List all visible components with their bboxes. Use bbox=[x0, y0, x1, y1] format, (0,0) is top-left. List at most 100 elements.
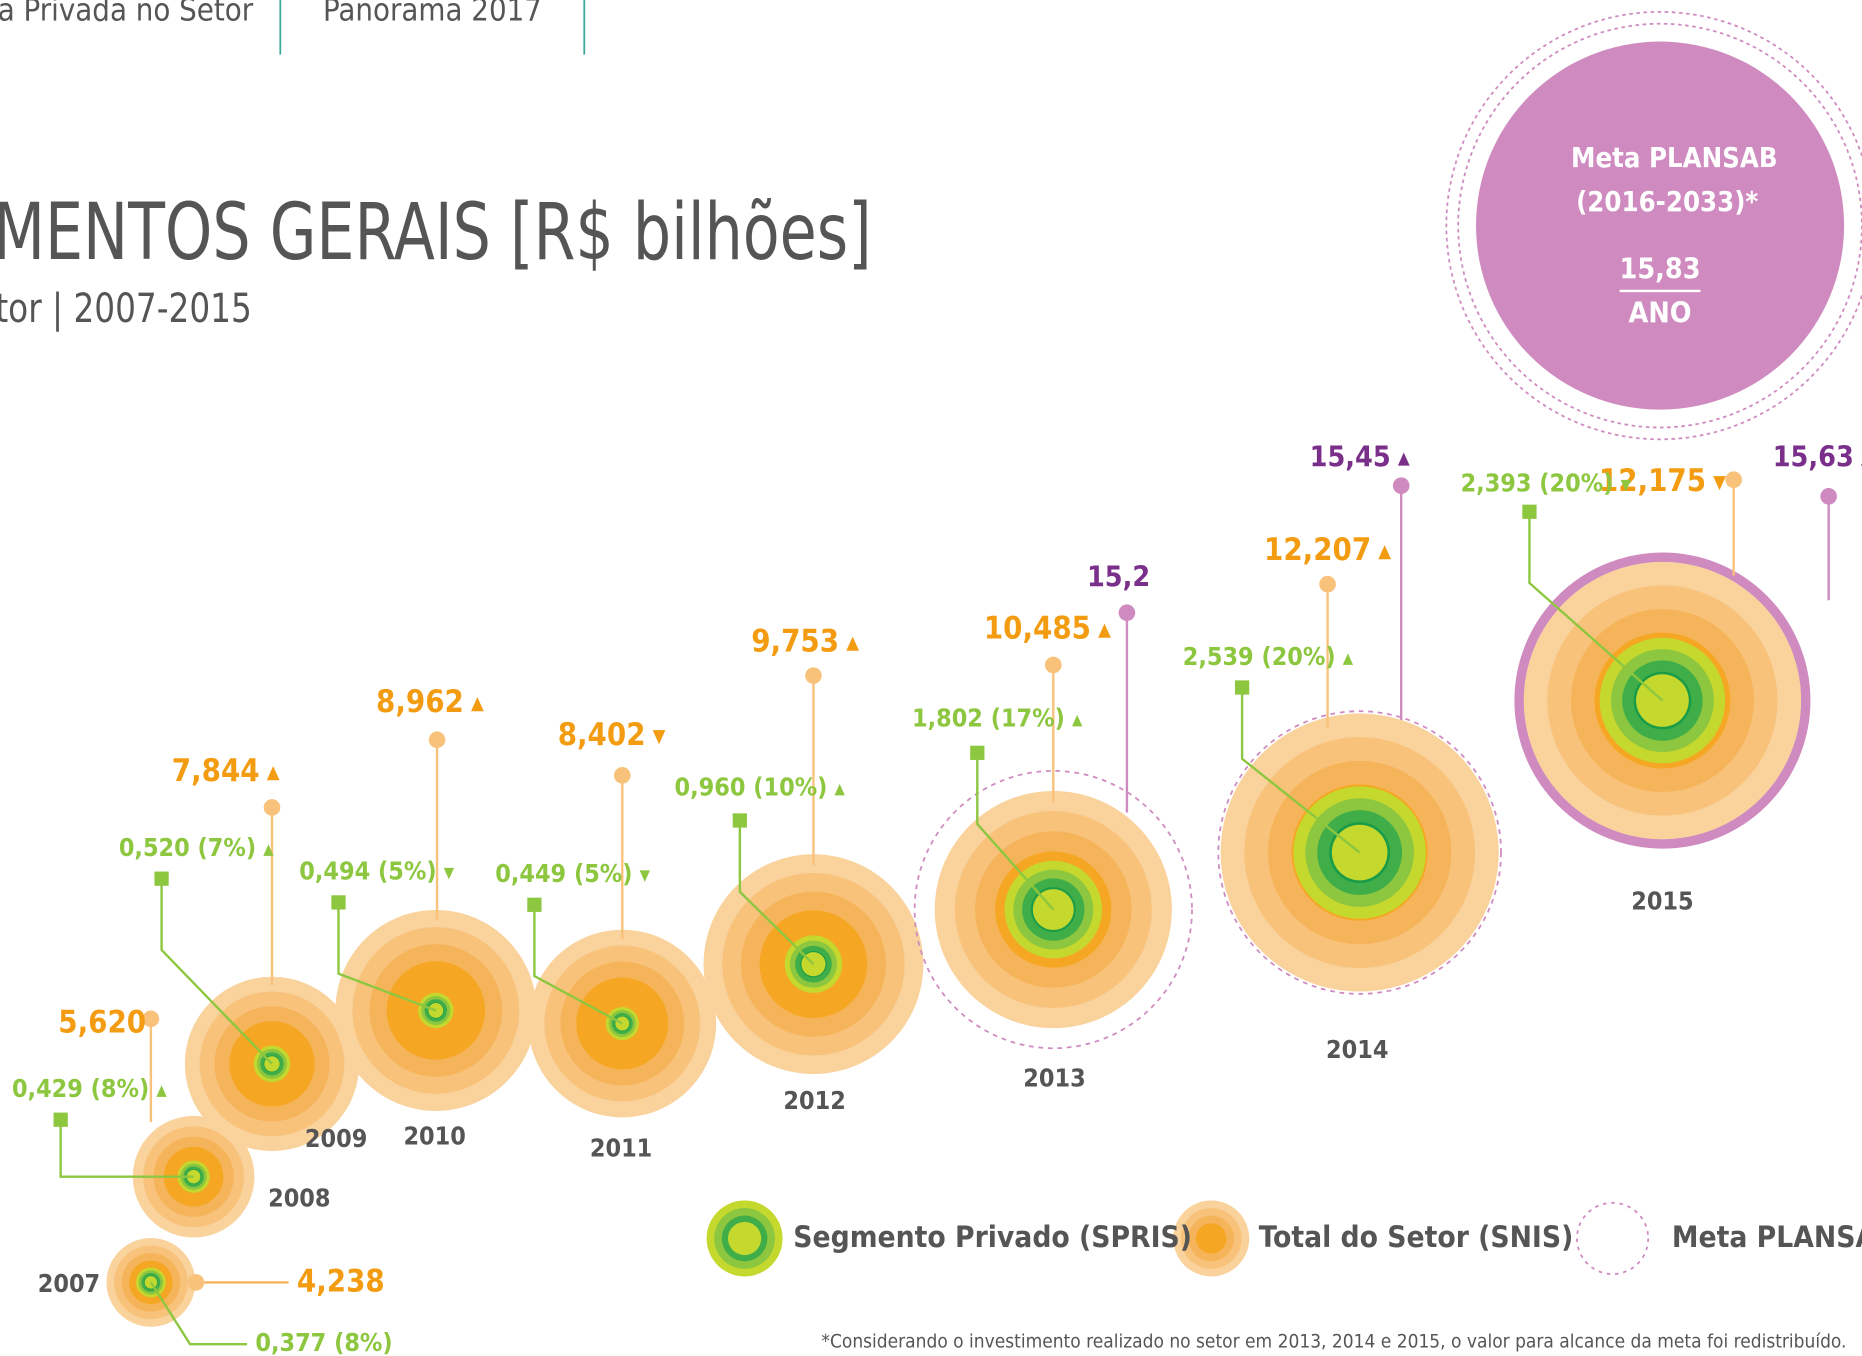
annotation-title-text: Meta PLANSAB (2016-2033)* bbox=[1571, 143, 1778, 218]
year-label: 2007 bbox=[38, 1269, 100, 1298]
data-label-value: 0,449 (5%) bbox=[495, 859, 632, 888]
total-dot bbox=[1725, 471, 1742, 489]
trend-arrow: ▲ bbox=[1343, 648, 1354, 666]
trend-arrow: ▼ bbox=[444, 863, 455, 881]
annotation-circle bbox=[1476, 41, 1845, 410]
data-label-value: 12,207 bbox=[1264, 531, 1371, 567]
chart-subtitle: tor | 2007-2015 bbox=[0, 285, 252, 332]
meta-ring bbox=[1514, 552, 1811, 849]
data-label: 0,429 (8%) ▲ bbox=[12, 1074, 167, 1103]
private-square bbox=[732, 813, 747, 828]
private-square bbox=[970, 745, 985, 760]
legend-label: Segmento Privado (SPRIS) bbox=[793, 1219, 1192, 1254]
trend-arrow: ▲ bbox=[1398, 448, 1410, 468]
private-connector bbox=[533, 904, 623, 1025]
total-dot bbox=[263, 799, 281, 816]
year-label: 2009 bbox=[305, 1124, 367, 1153]
data-label: 1,802 (17%) ▲ bbox=[912, 704, 1083, 733]
data-label-value: 1,802 (17%) bbox=[912, 704, 1065, 733]
trend-arrow: ▼ bbox=[1713, 472, 1726, 493]
line: Meta PLANSAB bbox=[1571, 143, 1778, 174]
data-label-value: 2,539 (20%) bbox=[1183, 642, 1336, 671]
total-dot bbox=[142, 1010, 160, 1028]
data-label-value: 2,393 (20%) bbox=[1461, 468, 1614, 497]
meta-dot bbox=[1392, 477, 1410, 494]
legend-swatch bbox=[727, 1221, 762, 1256]
private-connector bbox=[337, 902, 437, 1012]
data-label: 0,449 (5%) ▼ bbox=[495, 859, 650, 888]
trend-arrow: ▲ bbox=[267, 761, 280, 782]
data-label: 2,393 (20%) ▼ bbox=[1461, 468, 1632, 497]
data-label-value: 7,844 bbox=[172, 752, 260, 788]
data-label: 5,620 bbox=[58, 1004, 146, 1040]
private-square bbox=[1234, 680, 1250, 695]
data-label-value: 10,485 bbox=[984, 610, 1091, 646]
year-label: 2008 bbox=[268, 1183, 330, 1212]
private-core bbox=[428, 1003, 444, 1018]
year-label: 2012 bbox=[783, 1086, 845, 1115]
data-label-value: 0,960 (10%) bbox=[675, 772, 828, 801]
total-dot bbox=[428, 731, 446, 749]
data-label-value: 15,63 bbox=[1773, 440, 1854, 473]
data-label-value: 8,962 bbox=[376, 683, 464, 719]
trend-arrow: ▲ bbox=[1072, 710, 1083, 728]
trend-arrow: ▼ bbox=[653, 726, 666, 747]
trend-arrow: ▲ bbox=[471, 692, 484, 713]
data-label: 0,494 (5%) ▼ bbox=[299, 857, 454, 886]
data-label-value: 0,520 (7%) bbox=[119, 833, 256, 862]
meta-dot bbox=[1820, 488, 1837, 505]
data-label: 12,207 ▲ bbox=[1264, 531, 1391, 567]
data-label: 15,2 bbox=[1087, 560, 1150, 593]
annotation-value: 15,83 bbox=[1620, 253, 1701, 286]
data-label-value: 15,45 bbox=[1310, 440, 1391, 473]
data-label: 0,960 (10%) ▲ bbox=[675, 772, 846, 801]
data-label: 10,485 ▲ bbox=[984, 610, 1111, 646]
data-label-value: 12,175 bbox=[1599, 463, 1706, 499]
data-label: 0,520 (7%) ▲ bbox=[119, 833, 274, 862]
data-label-value: 0,494 (5%) bbox=[299, 857, 436, 886]
private-square bbox=[53, 1112, 68, 1127]
data-label: 8,962 ▲ bbox=[376, 683, 484, 719]
trend-arrow: ▲ bbox=[1861, 448, 1862, 468]
trend-arrow: ▲ bbox=[263, 839, 274, 857]
meta-ring bbox=[1217, 710, 1502, 995]
tab[interactable]: a Privada no Setor bbox=[0, 0, 254, 28]
year-label: 2015 bbox=[1631, 886, 1693, 915]
private-square bbox=[154, 871, 169, 886]
private-connector bbox=[738, 820, 815, 966]
legend-swatch bbox=[1196, 1223, 1227, 1254]
total-dot bbox=[805, 667, 822, 684]
private-square bbox=[1522, 504, 1537, 519]
year-label: 2014 bbox=[1326, 1035, 1388, 1064]
meta-dot bbox=[1118, 604, 1136, 622]
data-label-value: 5,620 bbox=[58, 1004, 146, 1040]
data-label: 9,753 ▲ bbox=[751, 623, 859, 659]
year-label: 2011 bbox=[590, 1133, 652, 1162]
tab[interactable]: Panorama 2017 bbox=[323, 0, 542, 28]
private-connector bbox=[976, 752, 1055, 911]
line: (2016-2033)* bbox=[1576, 187, 1758, 218]
annotation-unit: ANO bbox=[1629, 297, 1692, 330]
data-label-value: 0,429 (8%) bbox=[12, 1074, 149, 1103]
total-dot bbox=[1044, 656, 1062, 674]
data-label-value: 8,402 bbox=[558, 717, 646, 753]
footnote: *Considerando o investimento realizado n… bbox=[821, 1330, 1846, 1352]
data-label: 15,45 ▲ bbox=[1310, 440, 1410, 473]
trend-arrow: ▲ bbox=[1378, 540, 1391, 561]
total-dot bbox=[187, 1274, 205, 1291]
meta-ring bbox=[913, 769, 1193, 1050]
data-label: 4,238 bbox=[297, 1263, 385, 1299]
data-label-value: 15,2 bbox=[1087, 560, 1150, 593]
private-square bbox=[331, 895, 346, 910]
chart-title: MENTOS GERAIS [R$ bilhões] bbox=[0, 187, 872, 278]
data-label: 12,175 ▼ bbox=[1599, 463, 1726, 499]
private-connector bbox=[160, 878, 273, 1065]
data-label: 2,539 (20%) ▲ bbox=[1183, 642, 1354, 671]
data-label: 8,402 ▼ bbox=[558, 717, 666, 753]
trend-arrow: ▼ bbox=[1621, 475, 1632, 493]
trend-arrow: ▼ bbox=[640, 866, 651, 884]
annotation-ring bbox=[1445, 11, 1862, 441]
data-label-value: 9,753 bbox=[751, 623, 839, 659]
